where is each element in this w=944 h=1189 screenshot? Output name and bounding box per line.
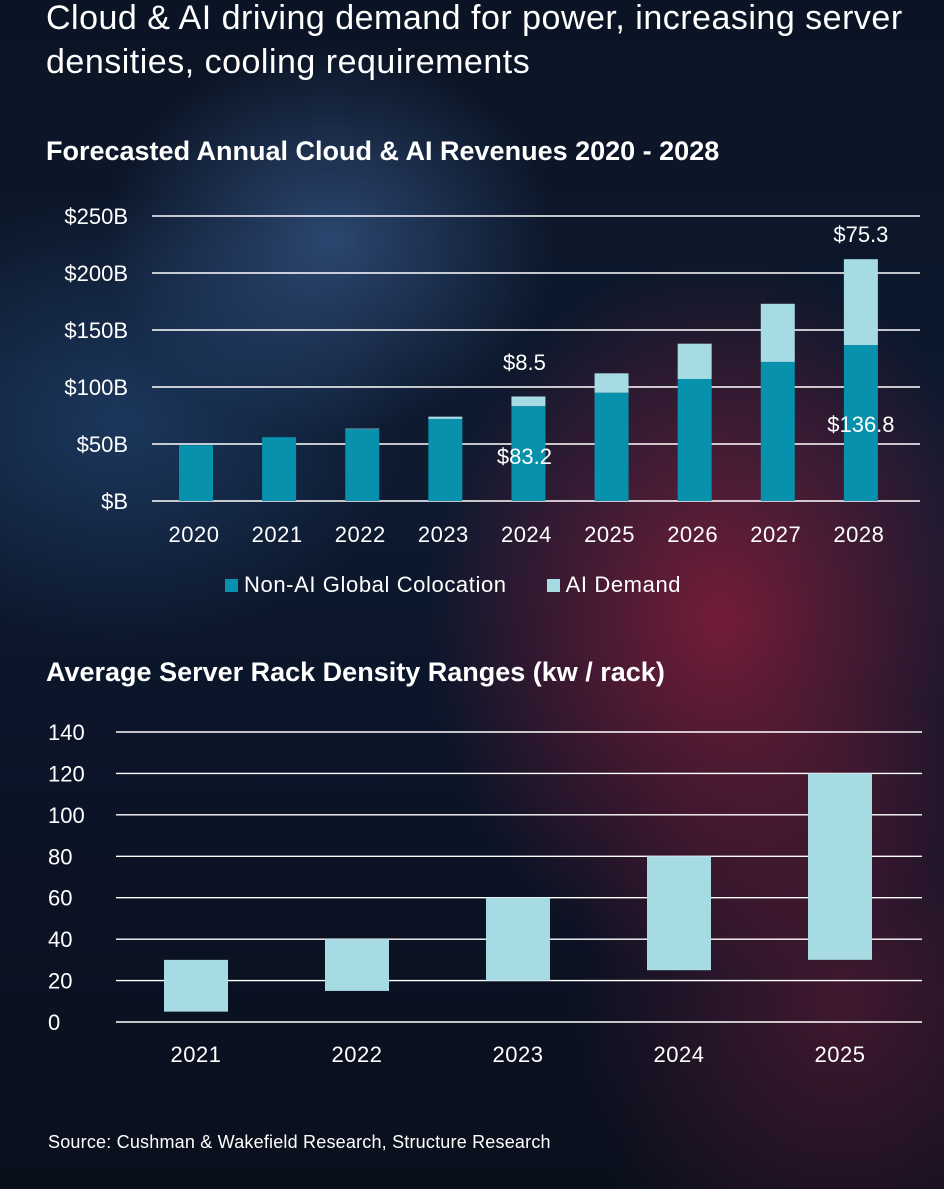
revenue-x-tick: 2020: [169, 522, 220, 547]
revenue-bar-non-ai: [677, 379, 712, 501]
density-range-bar: [486, 897, 550, 981]
revenue-x-tick: 2022: [335, 522, 386, 547]
legend-item-non-ai: Non-AI Global Colocation: [225, 572, 507, 598]
density-y-tick: 100: [48, 803, 85, 828]
revenue-bar-ai: [843, 259, 878, 346]
revenue-y-tick: $100B: [64, 375, 128, 400]
density-chart-title: Average Server Rack Density Ranges (kw /…: [46, 657, 665, 687]
revenue-x-tick: 2024: [501, 522, 552, 547]
revenue-chart: $B $50B $100B $150B $200B $250B 2020 2021 2022 20…: [64, 204, 920, 547]
density-range-bar: [647, 856, 711, 971]
revenue-bar-non-ai: [511, 406, 546, 501]
revenue-x-tick: 2021: [252, 522, 303, 547]
revenue-x-tick: 2026: [667, 522, 718, 547]
revenue-y-tick: $250B: [64, 204, 128, 229]
density-y-tick: 40: [48, 927, 72, 952]
revenue-x-tick: 2027: [750, 522, 801, 547]
revenue-bar-ai: [511, 396, 546, 407]
revenue-y-tick: $200B: [64, 261, 128, 286]
density-x-tick: 2022: [332, 1042, 383, 1067]
revenue-y-tick: $50B: [77, 432, 128, 457]
legend-label-ai: AI Demand: [565, 572, 682, 597]
revenue-bar-non-ai: [594, 392, 629, 501]
density-range-bar: [164, 959, 228, 1012]
revenue-x-tick: 2023: [418, 522, 469, 547]
headline: Cloud & AI driving demand for power, inc…: [46, 0, 903, 81]
legend-label-non-ai: Non-AI Global Colocation: [244, 572, 507, 597]
revenue-bar-ai: [345, 428, 380, 430]
revenue-bar-non-ai: [179, 445, 213, 501]
density-y-tick: 0: [48, 1010, 60, 1035]
density-range-bar: [808, 773, 872, 960]
density-y-tick: 60: [48, 886, 72, 911]
density-range-bar: [325, 939, 389, 991]
legend-item-ai: AI Demand: [546, 572, 682, 598]
density-chart: 0 20 40 60 80 100 120 140 2021 2022 2023 2024 2025: [48, 720, 922, 1067]
revenue-data-label: $83.2: [497, 444, 552, 469]
revenue-chart-title: Forecasted Annual Cloud & AI Revenues 20…: [46, 136, 720, 166]
density-x-tick: 2025: [815, 1042, 866, 1067]
density-x-tick: 2024: [654, 1042, 705, 1067]
density-y-tick: 20: [48, 969, 72, 994]
revenue-chart-legend: Non-AI Global Colocation AI Demand: [225, 572, 681, 598]
revenue-data-label: $8.5: [503, 350, 546, 375]
revenue-x-tick: 2028: [833, 522, 884, 547]
revenue-bar-non-ai: [760, 361, 795, 501]
density-x-tick: 2021: [171, 1042, 222, 1067]
revenue-x-tick: 2025: [584, 522, 635, 547]
density-y-tick: 140: [48, 720, 85, 745]
revenue-bar-ai: [428, 416, 463, 419]
revenue-data-label: $75.3: [833, 222, 888, 247]
revenue-bar-non-ai: [262, 437, 297, 501]
revenue-bar-ai: [760, 303, 795, 362]
revenue-data-label: $136.8: [827, 412, 894, 437]
revenue-bar-non-ai: [345, 429, 380, 501]
legend-swatch-ai: [546, 578, 560, 592]
source-note: Source: Cushman & Wakefield Research, St…: [48, 1132, 551, 1152]
legend-swatch-non-ai: [225, 578, 238, 592]
density-y-tick: 120: [48, 761, 85, 786]
revenue-bar-ai: [677, 343, 712, 380]
revenue-bar-non-ai: [843, 345, 878, 501]
revenue-bar-ai: [594, 373, 629, 393]
revenue-bar-non-ai: [428, 418, 463, 501]
revenue-y-tick: $150B: [64, 318, 128, 343]
revenue-y-tick: $B: [101, 489, 128, 514]
density-y-tick: 80: [48, 844, 72, 869]
density-x-tick: 2023: [493, 1042, 544, 1067]
